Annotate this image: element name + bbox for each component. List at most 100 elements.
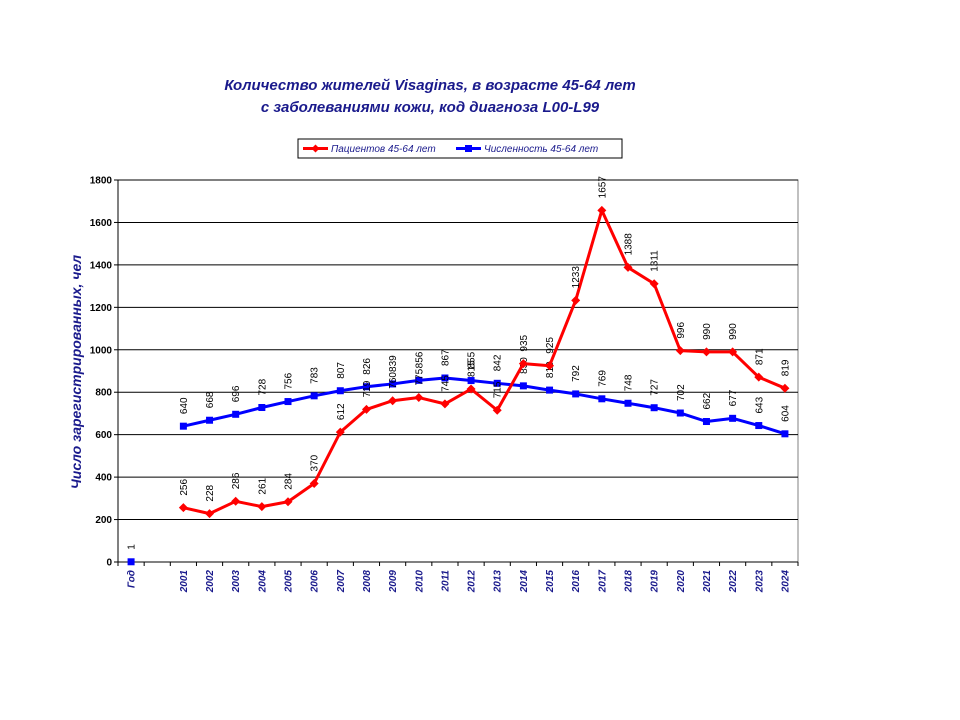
data-label-patients: 715 [493, 381, 504, 398]
data-label-population: 640 [179, 397, 190, 414]
data-point-population [650, 404, 658, 412]
y-tick-label: 800 [95, 388, 112, 399]
data-point-population [284, 398, 292, 406]
data-label-patients: 612 [336, 403, 347, 420]
series-line-1 [183, 376, 786, 436]
data-point-patients [780, 383, 790, 393]
data-label-population: 792 [571, 365, 582, 382]
data-label-population: 662 [702, 392, 713, 409]
x-tick-label: 2013 [493, 570, 504, 594]
legend-label-population: Численность 45-64 лет [484, 144, 598, 155]
x-tick-label: 2021 [702, 570, 713, 594]
data-point-population [336, 387, 344, 395]
data-label-patients: 370 [310, 454, 321, 471]
data-label-patients: 1233 [571, 266, 582, 289]
x-tick-label: 2005 [284, 570, 295, 594]
y-tick-label: 1800 [90, 176, 113, 187]
legend-label-patients: Пациентов 45-64 лет [331, 144, 436, 155]
data-label-patients: 935 [519, 334, 530, 351]
data-point-patients [649, 279, 659, 289]
y-tick-label: 400 [95, 473, 112, 484]
y-tick-label: 1600 [90, 218, 113, 229]
data-label-population: 643 [754, 396, 765, 413]
x-tick-label: 2017 [597, 570, 608, 594]
x-tick-label: 2014 [519, 570, 530, 594]
y-tick-label: 600 [95, 430, 112, 441]
data-point-population [127, 558, 135, 566]
data-point-patients [518, 359, 528, 369]
data-point-patients [597, 205, 607, 215]
data-point-population [206, 416, 214, 424]
data-label-patients: 256 [179, 479, 190, 496]
data-label-patients: 261 [257, 477, 268, 494]
data-point-patients [754, 372, 764, 382]
data-point-population [755, 422, 763, 430]
data-label-population: 604 [780, 405, 791, 422]
data-point-patients [178, 503, 188, 513]
y-tick-label: 1200 [90, 303, 113, 314]
x-tick-label: 2003 [231, 570, 242, 594]
data-label-patients: 286 [231, 472, 242, 489]
data-label-population: 668 [205, 391, 216, 408]
data-label-population: 807 [336, 362, 347, 379]
data-label-patients: 284 [284, 473, 295, 490]
data-point-population [702, 418, 710, 426]
data-point-patients [361, 404, 371, 414]
y-axis-label: Число зарегистрированных, чел [68, 255, 84, 490]
data-label-population: 702 [676, 384, 687, 401]
legend: Пациентов 45-64 лет Численность 45-64 ле… [297, 138, 623, 159]
data-point-population [415, 376, 423, 384]
data-point-population [729, 414, 737, 422]
data-point-population [310, 392, 318, 400]
data-label-patients: 775 [414, 368, 425, 385]
data-point-population [676, 409, 684, 417]
x-tick-label: Год [127, 570, 138, 588]
chart-title-line-2: с заболеваниями кожи, код диагноза L00-L… [261, 99, 600, 116]
data-point-population [781, 430, 789, 438]
data-label-population: 855 [467, 351, 478, 368]
data-point-patients [492, 405, 502, 415]
data-label-population: 810 [545, 361, 556, 378]
x-tick-label: 2002 [205, 570, 216, 594]
data-label-patients: 1657 [597, 176, 608, 199]
data-point-patients [623, 262, 633, 272]
data-point-patients [545, 361, 555, 371]
data-label-patients: 1311 [650, 250, 661, 272]
data-point-population [546, 386, 554, 394]
x-tick-label: 2019 [650, 570, 661, 594]
x-tick-label: 2016 [571, 570, 582, 594]
data-label-population: 756 [284, 372, 295, 389]
data-point-population [232, 410, 240, 418]
plot-area: 0 200 400 600 800 1000 1200 1400 1600 1800 Год 2001… [90, 176, 799, 594]
series-line-0 [183, 208, 786, 516]
x-tick-label: 2001 [179, 570, 190, 594]
data-point-population [624, 399, 632, 407]
data-point-patients [728, 347, 738, 357]
data-label-population: 769 [597, 370, 608, 387]
data-label-population: 748 [624, 374, 635, 391]
data-point-population [258, 404, 266, 412]
plot-frame [117, 179, 799, 563]
data-point-patients [335, 427, 345, 437]
data-label-population: 867 [440, 349, 451, 366]
data-point-patients [440, 399, 450, 409]
data-point-population [598, 395, 606, 403]
x-tick-label: 2018 [624, 570, 635, 594]
data-label-population: 677 [728, 389, 739, 406]
data-point-patients [571, 295, 581, 305]
data-point-patients [309, 478, 319, 488]
data-point-patients [205, 509, 215, 519]
y-tick-label: 0 [106, 558, 112, 569]
data-label-patients: 228 [205, 484, 216, 501]
data-label-patients: 819 [780, 359, 791, 376]
data-label-population: 1 [127, 544, 138, 550]
x-tick-label: 2015 [545, 570, 556, 594]
data-point-population [441, 374, 449, 382]
data-point-patients [231, 496, 241, 506]
data-label-patients: 925 [545, 337, 556, 354]
data-point-population [362, 383, 370, 391]
x-tick-label: 2004 [257, 570, 268, 594]
x-tick-label: 2009 [388, 570, 399, 594]
legend-marker-population [465, 145, 472, 152]
